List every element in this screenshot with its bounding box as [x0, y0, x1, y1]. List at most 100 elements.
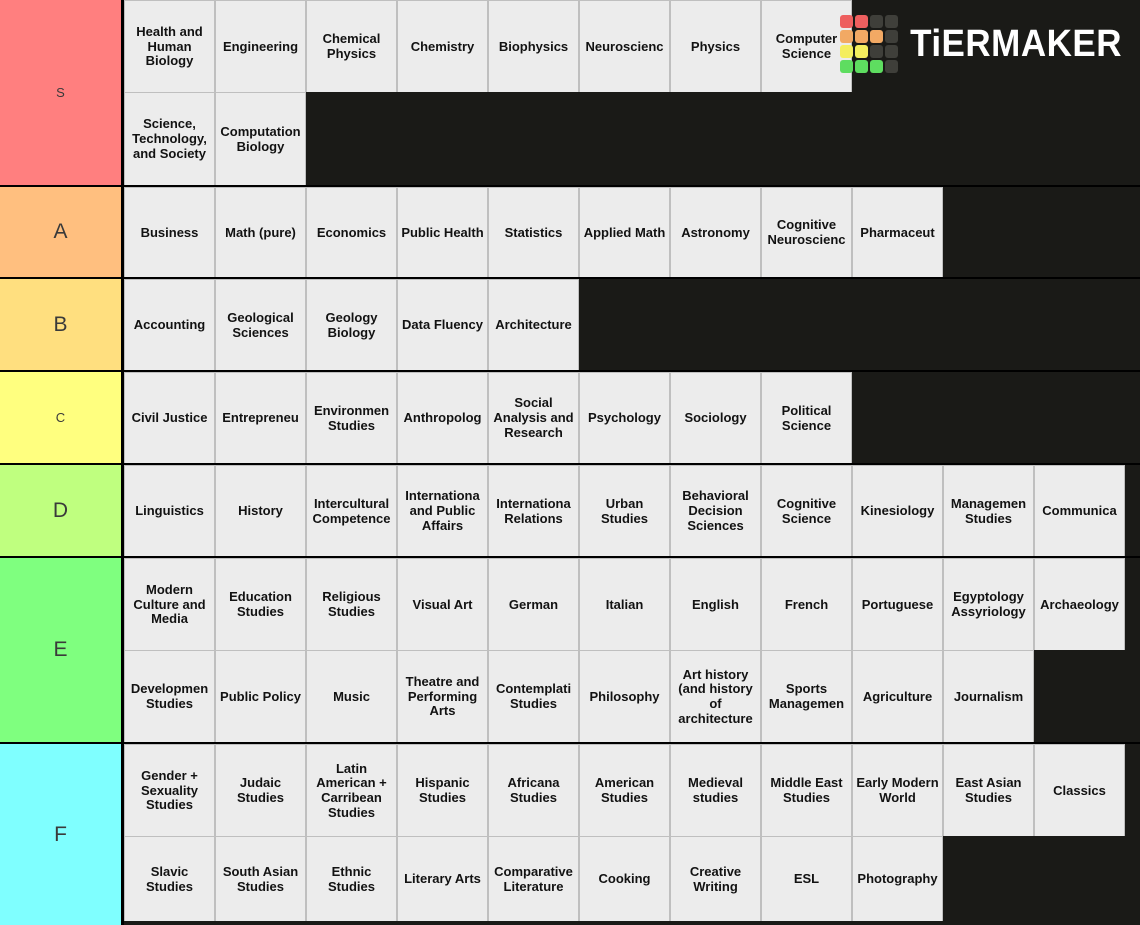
tier-item[interactable]: Portuguese — [852, 558, 943, 650]
logo-grid-square — [870, 60, 884, 73]
tier-item-label: Latin American + Carribean Studies — [316, 761, 387, 820]
tier-item[interactable]: Sociology — [670, 372, 761, 463]
tier-item[interactable]: Engineering — [215, 0, 306, 92]
tier-item[interactable]: Geology Biology — [306, 279, 397, 370]
logo-grid-square — [840, 30, 854, 43]
tier-item[interactable]: Neuroscienc — [579, 0, 670, 92]
tier-item[interactable]: Early Modern World — [852, 744, 943, 836]
tier-item[interactable]: Environmen Studies — [306, 372, 397, 463]
tier-item[interactable]: Civil Justice — [124, 372, 215, 463]
tier-item-label: Social Analysis and Research — [493, 396, 574, 440]
tier-item[interactable]: Entrepreneu — [215, 372, 306, 463]
tier-item[interactable]: Medieval studies — [670, 744, 761, 836]
tier-item[interactable]: Social Analysis and Research — [488, 372, 579, 463]
tier-item[interactable]: Managemen Studies — [943, 465, 1034, 556]
tier-item[interactable]: French — [761, 558, 852, 650]
tier-item[interactable]: Gender + Sexuality Studies — [124, 744, 215, 836]
tier-item[interactable]: Italian — [579, 558, 670, 650]
tier-item[interactable]: East Asian Studies — [943, 744, 1034, 836]
logo-grid-square — [855, 60, 869, 73]
tier-item[interactable]: Geological Sciences — [215, 279, 306, 370]
tier-line: Modern Culture and Media Education Studie… — [124, 558, 1140, 650]
tier-item[interactable]: Creative Writing — [670, 836, 761, 921]
tier-item[interactable]: Contemplati Studies — [488, 650, 579, 742]
tier-item[interactable]: Art history (and history of architecture — [670, 650, 761, 742]
tier-item[interactable]: Comparative Literature — [488, 836, 579, 921]
tier-item[interactable]: Chemical Physics — [306, 0, 397, 92]
tier-item[interactable]: Cognitive Neuroscienc — [761, 187, 852, 277]
tier-item[interactable]: History — [215, 465, 306, 556]
tier-item[interactable]: Education Studies — [215, 558, 306, 650]
tier-item[interactable]: ESL — [761, 836, 852, 921]
tier-item-label: Math (pure) — [225, 225, 296, 240]
tier-item[interactable]: Internationa Relations — [488, 465, 579, 556]
tier-item[interactable]: Middle East Studies — [761, 744, 852, 836]
tier-item[interactable]: Photography — [852, 836, 943, 921]
tier-item[interactable]: Behavioral Decision Sciences — [670, 465, 761, 556]
tier-item[interactable]: Africana Studies — [488, 744, 579, 836]
tier-item[interactable]: Astronomy — [670, 187, 761, 277]
tier-item[interactable]: Physics — [670, 0, 761, 92]
tier-item[interactable]: Economics — [306, 187, 397, 277]
tier-item[interactable]: Applied Math — [579, 187, 670, 277]
tier-item[interactable]: Internationa and Public Affairs — [397, 465, 488, 556]
tier-item-label: Portuguese — [861, 597, 934, 612]
tier-item[interactable]: Hispanic Studies — [397, 744, 488, 836]
tier-item[interactable]: Cognitive Science — [761, 465, 852, 556]
tier-item[interactable]: Religious Studies — [306, 558, 397, 650]
tier-item[interactable]: Communica — [1034, 465, 1125, 556]
tier-item[interactable]: Architecture — [488, 279, 579, 370]
tier-item[interactable]: Chemistry — [397, 0, 488, 92]
tier-item[interactable]: South Asian Studies — [215, 836, 306, 921]
tier-item[interactable]: Linguistics — [124, 465, 215, 556]
tier-item[interactable]: Sports Managemen — [761, 650, 852, 742]
tier-item[interactable]: American Studies — [579, 744, 670, 836]
tier-item[interactable]: Accounting — [124, 279, 215, 370]
tier-item[interactable]: Public Health — [397, 187, 488, 277]
tier-item[interactable]: Psychology — [579, 372, 670, 463]
tier-item[interactable]: Agriculture — [852, 650, 943, 742]
tier-item[interactable]: Biophysics — [488, 0, 579, 92]
tier-item[interactable]: Science, Technology, and Society — [124, 92, 215, 185]
tier-item-label: ESL — [793, 872, 820, 887]
tier-item[interactable]: Anthropolog — [397, 372, 488, 463]
tier-line: Slavic Studies South Asian Studies Ethnic … — [124, 836, 1140, 921]
tier-item[interactable]: Urban Studies — [579, 465, 670, 556]
tier-item[interactable]: Archaeology — [1034, 558, 1125, 650]
tier-item[interactable]: Music — [306, 650, 397, 742]
tier-item[interactable]: Classics — [1034, 744, 1125, 836]
tier-item[interactable]: Kinesiology — [852, 465, 943, 556]
tier-item[interactable]: Modern Culture and Media — [124, 558, 215, 650]
tier-item[interactable]: Intercultural Competence — [306, 465, 397, 556]
tier-items-area: Linguistics History Intercultural Competen… — [124, 465, 1140, 556]
tier-item[interactable]: Egyptology Assyriology — [943, 558, 1034, 650]
tier-item[interactable]: Political Science — [761, 372, 852, 463]
tier-item[interactable]: Math (pure) — [215, 187, 306, 277]
tier-item[interactable]: Latin American + Carribean Studies — [306, 744, 397, 836]
tier-item-label: Public Policy — [220, 689, 301, 704]
tier-item[interactable]: Theatre and Performing Arts — [397, 650, 488, 742]
tier-item[interactable]: Computation Biology — [215, 92, 306, 185]
tier-item[interactable]: Visual Art — [397, 558, 488, 650]
tier-item-label: Africana Studies — [507, 776, 560, 805]
tier-item[interactable]: Journalism — [943, 650, 1034, 742]
tier-item[interactable]: Slavic Studies — [124, 836, 215, 921]
tier-item[interactable]: Data Fluency — [397, 279, 488, 370]
tier-item-label: Middle East Studies — [770, 776, 843, 805]
tier-item[interactable]: Pharmaceut — [852, 187, 943, 277]
tier-item[interactable]: Literary Arts — [397, 836, 488, 921]
tier-item[interactable]: German — [488, 558, 579, 650]
tier-item[interactable]: Public Policy — [215, 650, 306, 742]
tier-item[interactable]: Statistics — [488, 187, 579, 277]
tier-item[interactable]: Judaic Studies — [215, 744, 306, 836]
tier-item-label: Cooking — [598, 872, 651, 887]
tier-item[interactable]: Ethnic Studies — [306, 836, 397, 921]
tier-item[interactable]: Business — [124, 187, 215, 277]
tier-item[interactable]: Developmen Studies — [124, 650, 215, 742]
tier-item[interactable]: English — [670, 558, 761, 650]
tier-item[interactable]: Philosophy — [579, 650, 670, 742]
tier-item[interactable]: Health and Human Biology — [124, 0, 215, 92]
tier-item[interactable]: Computer Science — [761, 0, 852, 92]
tier-item[interactable]: Cooking — [579, 836, 670, 921]
tier-item-label: Pharmaceut — [860, 225, 935, 240]
